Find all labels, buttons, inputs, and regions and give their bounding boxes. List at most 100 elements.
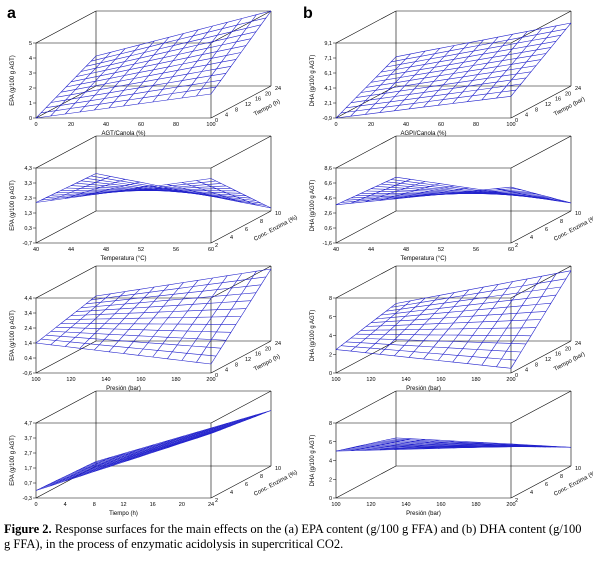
box-edge — [35, 265, 97, 299]
y-tick-label: 20 — [565, 91, 571, 97]
y-tick-label: 16 — [255, 97, 261, 103]
surface-mesh-line — [390, 438, 567, 448]
surface-mesh-line — [85, 24, 262, 67]
box-edge — [510, 210, 572, 244]
surface-mesh-line — [90, 412, 267, 465]
box-edge — [210, 265, 272, 299]
y-tick-label: 8 — [535, 362, 538, 368]
z-tick-label: -0,6 — [23, 371, 32, 377]
z-tick-label: 6 — [329, 315, 332, 321]
x-axis-title: Tiempo (h) — [109, 511, 138, 517]
box-edge — [35, 210, 97, 244]
x-tick-label: 24 — [208, 502, 214, 508]
panel-letter-a: a — [7, 5, 16, 22]
surface-mesh-line — [481, 276, 543, 366]
z-tick-label: 2,3 — [24, 196, 32, 202]
y-tick-label: 12 — [545, 102, 551, 108]
x-tick-label: 48 — [103, 247, 109, 253]
surface-plot-4: -1,60,62,64,66,68,640 44 48 52 56 60Temperatu… — [310, 135, 593, 262]
box-edge — [35, 340, 97, 374]
x-axis-title: Temperatura (°C) — [100, 256, 146, 262]
surface-mesh-line — [85, 178, 262, 204]
surface-mesh-line — [85, 284, 262, 305]
y-tick-label: 20 — [265, 91, 271, 97]
z-tick-label: 2,4 — [24, 326, 32, 332]
surface-mesh-line — [210, 178, 272, 209]
z-tick-label: 4,6 — [324, 196, 332, 202]
x-tick-label: 20 — [68, 122, 74, 128]
surface-mesh-line — [210, 268, 272, 365]
x-axis-title: Presión (bar) — [106, 386, 141, 392]
x-tick-label: 160 — [136, 377, 145, 383]
z-tick-label: 4 — [329, 459, 332, 465]
y-tick-label: 24 — [575, 86, 581, 92]
y-tick-label: 4 — [530, 235, 533, 241]
box-edge — [210, 10, 272, 44]
x-tick-label: 140 — [101, 377, 110, 383]
z-axis-title: EPA (g/100 g AGT) — [10, 55, 16, 106]
y-tick-label: 6 — [545, 482, 548, 488]
x-tick-label: 120 — [366, 377, 375, 383]
surface-mesh-line — [196, 14, 257, 97]
y-tick-label: 4 — [230, 235, 233, 241]
z-tick-label: 8,6 — [324, 166, 332, 172]
y-tick-label: 12 — [545, 357, 551, 363]
z-axis-title: DHA (g/100 g AGT) — [310, 180, 316, 232]
x-axis-title: Presión (bar) — [406, 386, 441, 392]
x-tick-label: 100 — [31, 377, 40, 383]
x-tick-label: 100 — [506, 122, 515, 128]
surface-mesh-line — [395, 22, 572, 58]
x-tick-label: 0 — [34, 502, 37, 508]
box-edge — [35, 390, 97, 424]
z-axis-title: EPA (g/100 g AGT) — [10, 310, 16, 361]
y-tick-label: 8 — [535, 107, 538, 113]
box-edge — [510, 340, 572, 374]
y-tick-label: 16 — [555, 97, 561, 103]
surface-mesh-line — [196, 414, 257, 439]
z-tick-label: 9,1 — [324, 41, 332, 47]
surface-mesh-line — [385, 34, 562, 68]
z-tick-label: 6 — [329, 440, 332, 446]
x-tick-label: 60 — [508, 247, 514, 253]
box-edge — [510, 85, 572, 119]
surface-mesh-line — [95, 268, 272, 297]
y-tick-label: 20 — [265, 346, 271, 352]
y-tick-label: 0 — [215, 373, 218, 379]
y-tick-label: 8 — [260, 474, 263, 480]
y-tick-label: 8 — [235, 107, 238, 113]
y-tick-label: 8 — [560, 474, 563, 480]
panel-letter-b: b — [303, 5, 313, 22]
z-tick-label: 0,3 — [24, 226, 32, 232]
y-tick-label: 8 — [235, 362, 238, 368]
x-tick-label: 40 — [33, 247, 39, 253]
surface-mesh-line — [95, 410, 272, 462]
z-tick-label: 8 — [329, 421, 332, 427]
z-tick-label: 5 — [29, 41, 32, 47]
z-tick-label: 1,4 — [24, 341, 32, 347]
z-axis-title: DHA (g/100 g AGT) — [310, 435, 316, 487]
z-tick-label: 4,3 — [24, 166, 32, 172]
x-tick-label: 8 — [93, 502, 96, 508]
y-tick-label: 4 — [525, 368, 528, 374]
box-edge — [210, 465, 272, 499]
y-tick-label: 4 — [525, 113, 528, 119]
z-tick-label: 4,7 — [24, 421, 32, 427]
surface-mesh-line — [335, 96, 512, 119]
box-edge — [510, 265, 572, 299]
box-edge — [335, 340, 397, 374]
surface-mesh-line — [95, 10, 272, 57]
z-tick-label: 3,4 — [24, 311, 32, 317]
x-tick-label: 120 — [366, 502, 375, 508]
z-tick-label: 3 — [29, 71, 32, 77]
surface-mesh-line — [167, 22, 228, 101]
y-tick-label: 20 — [565, 346, 571, 352]
surface-mesh-line — [385, 439, 562, 448]
surface-mesh-line — [510, 22, 572, 97]
surface-mesh-line — [85, 414, 262, 467]
x-tick-label: 140 — [401, 502, 410, 508]
surface-mesh-line — [385, 286, 562, 312]
y-tick-label: 4 — [225, 368, 228, 374]
